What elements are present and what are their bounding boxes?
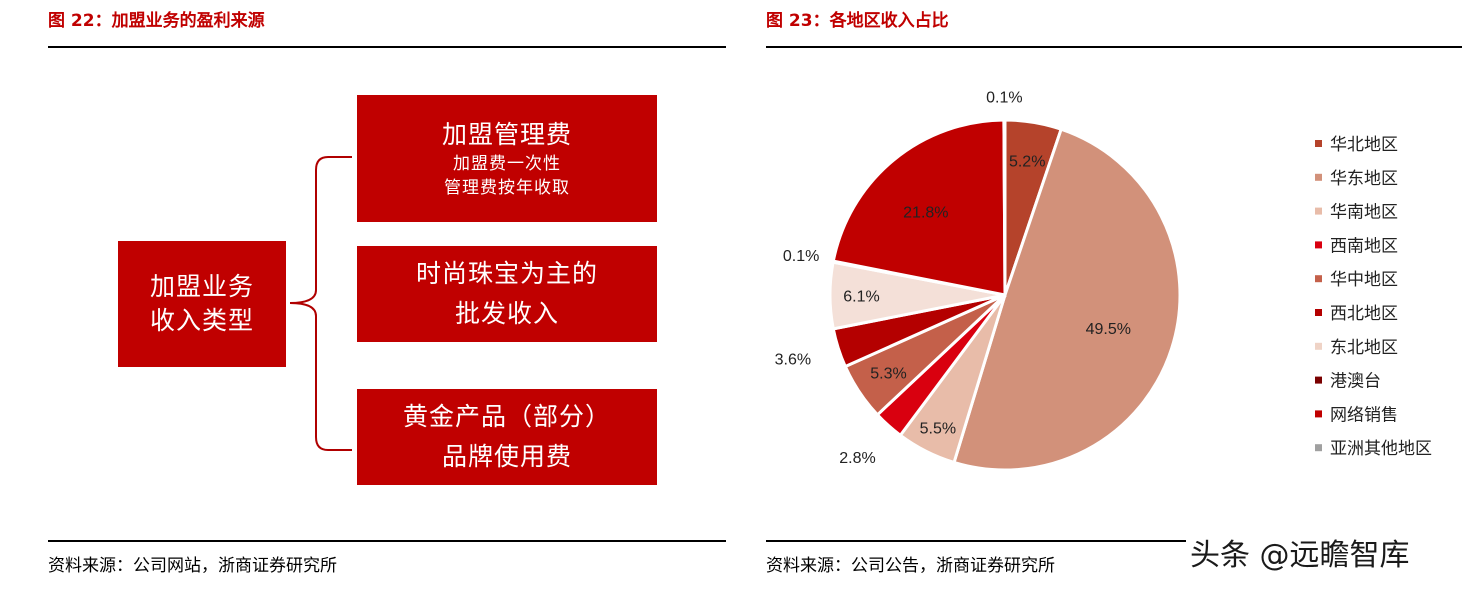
pie-slice-2	[952, 127, 1182, 472]
legend-swatch-2	[1315, 173, 1322, 181]
legend-label-3: 华南地区	[1330, 203, 1398, 223]
legend-label-2: 华东地区	[1330, 169, 1398, 189]
data-label-4: 2.8%	[839, 450, 875, 467]
root-box: 加盟业务 收入类型	[118, 241, 286, 367]
box2-line1: 时尚珠宝为主的	[415, 259, 598, 288]
data-label-8: 0.1%	[783, 248, 819, 265]
left-title-rule	[48, 46, 726, 48]
legend-swatch-9	[1315, 410, 1322, 418]
data-label-7: 6.1%	[843, 288, 879, 305]
data-label-10: 0.1%	[986, 90, 1022, 107]
legend-label-10: 亚洲其他地区	[1330, 439, 1432, 459]
right-title-rule	[766, 46, 1462, 48]
left-figure-title: 图 22：加盟业务的盈利来源	[48, 11, 265, 31]
legend-swatch-4	[1315, 241, 1322, 249]
legend-label-7: 东北地区	[1330, 338, 1398, 358]
legend-swatch-5	[1315, 275, 1322, 283]
right-source: 资料来源：公司公告，浙商证券研究所	[766, 556, 1055, 576]
pie-slice-10	[1002, 118, 1007, 296]
legend-label-1: 华北地区	[1330, 135, 1398, 155]
box-franchise-fee: 加盟管理费 加盟费一次性 管理费按年收取	[357, 95, 657, 222]
legend-swatch-1	[1315, 140, 1322, 147]
legend-label-5: 华中地区	[1330, 270, 1398, 290]
root-line2: 收入类型	[149, 306, 254, 335]
data-label-2: 49.5%	[1086, 321, 1131, 338]
data-label-3: 5.5%	[920, 421, 956, 438]
box1-line2: 加盟费一次性	[453, 153, 561, 174]
left-source: 资料来源：公司网站，浙商证券研究所	[48, 556, 337, 576]
box-brand-fee: 黄金产品（部分） 品牌使用费	[357, 389, 657, 485]
data-label-9: 21.8%	[903, 204, 948, 221]
legend-label-8: 港澳台	[1330, 372, 1381, 392]
legend-swatch-6	[1315, 309, 1322, 316]
legend-swatch-7	[1315, 342, 1322, 350]
data-label-5: 5.3%	[870, 366, 906, 383]
legend-swatch-10	[1315, 444, 1322, 452]
watermark: 头条 @远瞻智库	[1190, 538, 1410, 573]
left-source-rule	[48, 540, 726, 542]
legend-label-9: 网络销售	[1330, 405, 1398, 425]
box-wholesale: 时尚珠宝为主的 批发收入	[357, 246, 657, 342]
pie-chart: 5.2% 49.5% 5.5% 2.8% 5.3% 3.6% 6.1% 0.1% 21.8% 0.…	[775, 90, 1432, 472]
legend-swatch-3	[1315, 207, 1322, 215]
box3-line1: 黄金产品（部分）	[402, 402, 611, 431]
box3-line2: 品牌使用费	[441, 442, 572, 471]
legend-swatch-8	[1315, 376, 1322, 384]
data-label-6: 3.6%	[775, 352, 811, 369]
legend-label-4: 西南地区	[1330, 236, 1398, 256]
bracket	[289, 156, 352, 451]
box1-line3: 管理费按年收取	[444, 177, 570, 198]
data-label-1: 5.2%	[1009, 153, 1045, 170]
legend-label-6: 西北地区	[1330, 304, 1398, 324]
root-line1: 加盟业务	[149, 272, 254, 301]
right-source-rule	[766, 540, 1186, 542]
right-figure-title: 图 23：各地区收入占比	[766, 11, 949, 31]
box1-line1: 加盟管理费	[441, 119, 572, 149]
box2-line2: 批发收入	[454, 299, 559, 328]
pie-slice-9	[831, 118, 1007, 297]
